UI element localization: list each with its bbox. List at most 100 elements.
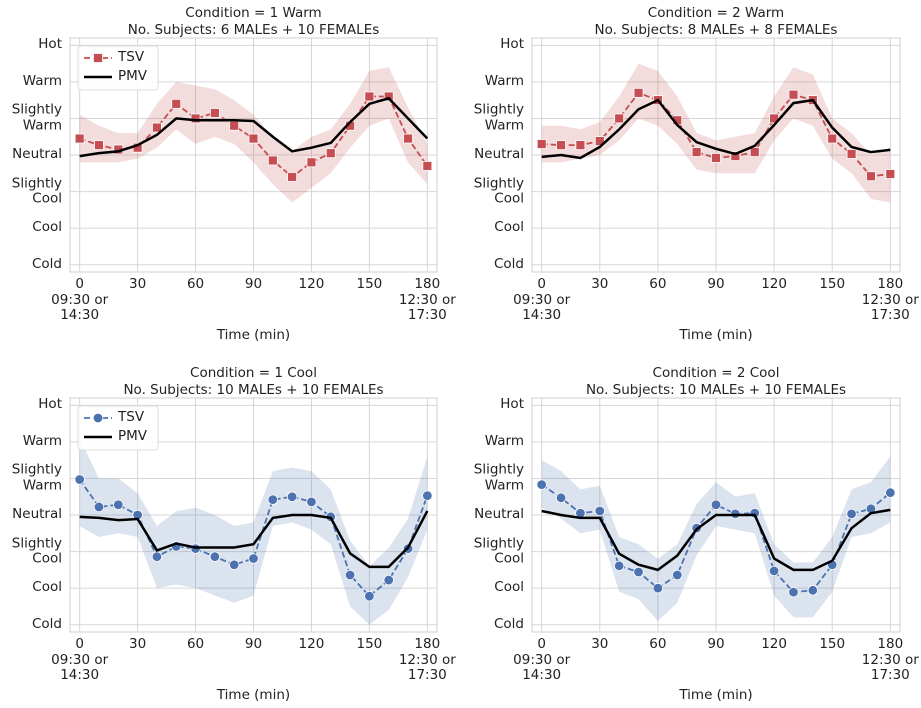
data-point — [364, 590, 375, 602]
y-tick-label: Cool — [494, 579, 524, 596]
x-tick-label: 30 — [591, 276, 609, 292]
x-tick-label: 60 — [186, 276, 205, 292]
chart-subtitle: No. Subjects: 10 MALEs + 10 FEMALEs — [123, 382, 384, 398]
data-point — [555, 492, 567, 504]
data-point — [267, 155, 278, 166]
confidence-band — [541, 456, 891, 622]
data-point — [306, 157, 317, 168]
x-tick-label: 30 — [591, 636, 609, 652]
x-tick-label: 150 — [819, 636, 846, 652]
data-point — [209, 108, 220, 118]
data-point — [768, 565, 780, 577]
data-point — [730, 151, 741, 161]
data-point — [151, 551, 163, 562]
data-point — [209, 551, 221, 562]
data-point — [286, 491, 298, 502]
x-tick-label: 120 — [761, 636, 787, 652]
y-tick-label: Slightly Warm — [473, 101, 524, 134]
x-tick-label: 150 — [356, 636, 383, 652]
y-tick-label: Hot — [500, 396, 524, 413]
data-point — [633, 87, 644, 98]
data-point — [113, 499, 124, 510]
x-tick-label: 0 09:30 or 14:30 — [513, 636, 571, 684]
x-tick-label: 150 — [819, 276, 846, 292]
y-tick-label: Cold — [31, 255, 62, 272]
plot-frame — [531, 37, 901, 273]
x-tick-label: 30 — [129, 636, 147, 652]
data-point — [228, 559, 240, 570]
plot-frame — [531, 397, 901, 633]
y-tick-label: Slightly Warm — [11, 461, 62, 494]
data-point — [885, 169, 896, 179]
data-point — [171, 98, 182, 109]
y-tick-label: Cool — [32, 219, 62, 236]
confidence-band — [79, 438, 428, 625]
data-point — [248, 133, 259, 144]
data-point — [364, 91, 375, 102]
data-point — [536, 479, 547, 490]
y-tick-label: Cool — [494, 219, 524, 236]
x-tick-label: 120 — [761, 276, 787, 292]
y-tick-label: Slightly Cool — [473, 535, 524, 567]
x-tick-label: 90 — [244, 276, 263, 292]
data-point — [866, 171, 876, 182]
y-tick-label: Hot — [38, 396, 62, 413]
x-tick-label: 30 — [129, 276, 147, 292]
data-point — [846, 149, 857, 159]
data-point — [229, 120, 240, 131]
x-tick-label: 0 09:30 or 14:30 — [51, 636, 109, 684]
data-point — [575, 140, 586, 151]
data-point — [306, 496, 317, 508]
x-tick-label: 0 09:30 or 14:30 — [51, 276, 109, 324]
series-line — [541, 508, 891, 572]
data-point — [74, 133, 85, 144]
data-point — [885, 487, 896, 498]
x-tick-label: 90 — [707, 636, 725, 652]
y-tick-label: Cold — [493, 255, 524, 272]
data-point — [827, 133, 838, 144]
data-point — [614, 113, 625, 124]
y-tick-label: Slightly Cool — [473, 175, 524, 207]
data-point — [190, 113, 201, 124]
data-point — [74, 474, 85, 485]
data-point — [633, 566, 644, 578]
x-tick-label: 60 — [649, 276, 667, 292]
data-point — [594, 505, 605, 517]
data-point — [267, 494, 279, 505]
data-point — [788, 586, 799, 598]
data-point — [403, 133, 413, 144]
data-point — [248, 553, 259, 564]
data-point — [325, 148, 336, 159]
plot-frame — [69, 37, 438, 273]
y-tick-label: Warm — [484, 73, 524, 90]
chart-subtitle: No. Subjects: 10 MALEs + 10 FEMALEs — [585, 382, 847, 398]
plot-frame — [69, 397, 438, 633]
x-tick-label: 90 — [244, 636, 263, 652]
x-tick-label: 150 — [356, 276, 383, 292]
x-axis-label: Time (min) — [216, 327, 291, 343]
x-tick-label: 120 — [298, 636, 325, 652]
data-point — [383, 91, 394, 102]
data-point — [344, 569, 356, 581]
x-tick-label: 60 — [186, 636, 205, 652]
y-tick-label: Slightly Cool — [11, 535, 62, 567]
legend-label: TSV — [118, 49, 145, 66]
y-tick-label: Slightly Cool — [11, 175, 62, 207]
data-point — [749, 147, 760, 157]
data-point — [691, 147, 702, 157]
x-axis-label: Time (min) — [679, 327, 753, 343]
x-tick-label: 180 12:30 or 17:30 — [398, 636, 456, 684]
chart-title: Condition = 1 Warm — [185, 5, 322, 21]
chart-subtitle: No. Subjects: 6 MALEs + 10 FEMALEs — [127, 22, 380, 38]
legend-marker — [93, 53, 103, 63]
data-point — [672, 569, 683, 581]
x-tick-label: 180 12:30 or 17:30 — [398, 276, 456, 324]
y-tick-label: Warm — [22, 73, 62, 90]
data-point — [711, 153, 721, 163]
data-point — [652, 582, 664, 594]
y-tick-label: Neutral — [12, 146, 62, 163]
y-tick-label: Warm — [22, 433, 62, 450]
y-tick-label: Cold — [493, 615, 524, 632]
y-tick-label: Slightly Warm — [473, 461, 524, 494]
